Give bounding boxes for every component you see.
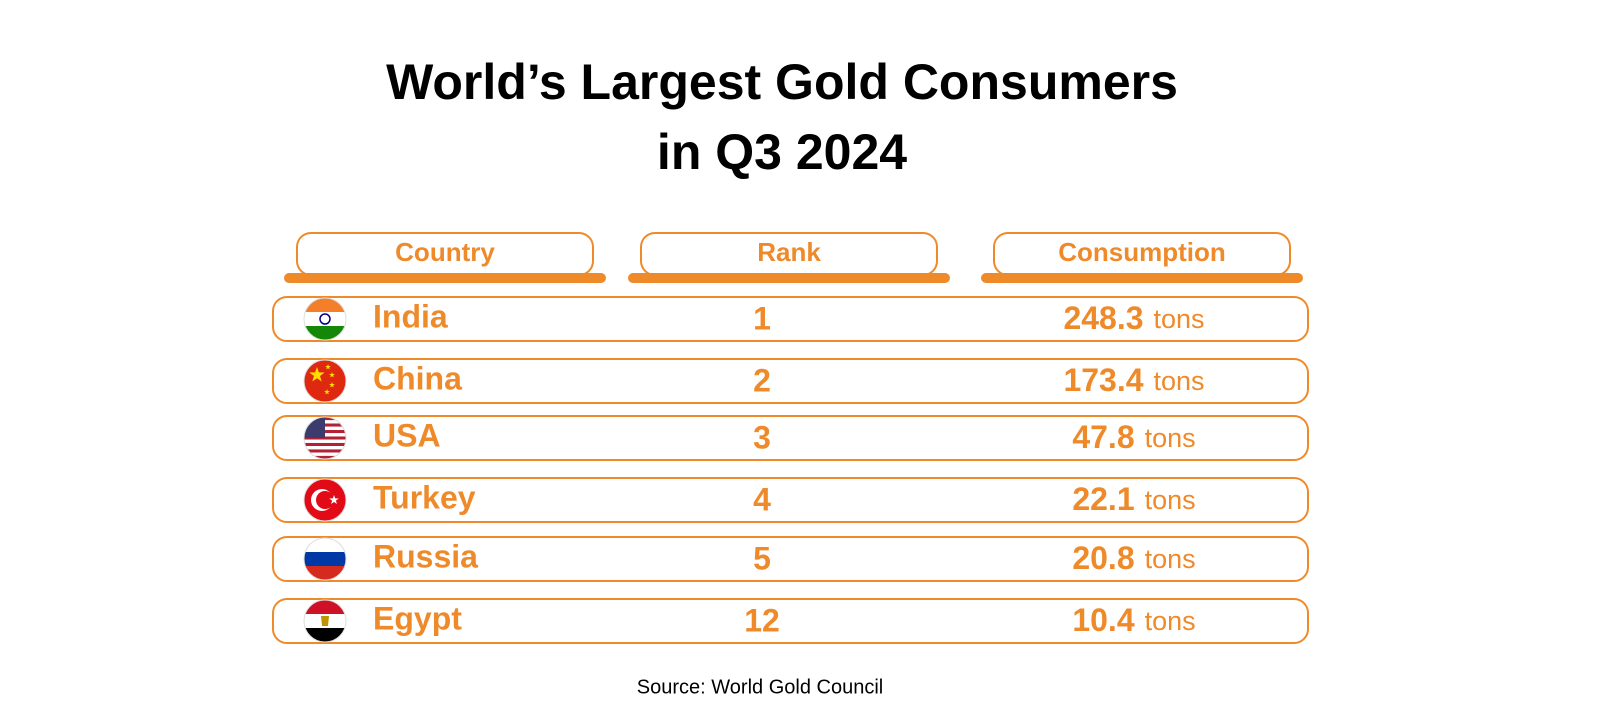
flag-icon — [304, 600, 346, 642]
flag — [304, 326, 346, 340]
row-box — [272, 598, 1309, 644]
flag — [329, 495, 339, 504]
consumption-value: 20.8 — [1072, 540, 1134, 576]
flag — [304, 628, 346, 642]
consumption-unit: tons — [1154, 304, 1205, 334]
consumption: 10.4 tons — [1072, 602, 1195, 638]
consumption-unit: tons — [1154, 366, 1205, 396]
flag — [329, 382, 335, 388]
flag-border — [303, 416, 347, 460]
source: Source: World Gold Council — [637, 676, 883, 698]
flag-icon — [304, 538, 346, 580]
flag — [304, 538, 346, 552]
rank: 3 — [753, 419, 771, 455]
consumption-value: 10.4 — [1072, 602, 1134, 638]
consumption: 248.3 tons — [1063, 300, 1204, 336]
flag — [304, 566, 346, 580]
flag — [329, 372, 335, 378]
flag — [304, 360, 346, 402]
header-label: Country — [395, 237, 495, 267]
flag — [309, 367, 325, 382]
consumption-unit: tons — [1145, 485, 1196, 515]
flag — [324, 389, 330, 395]
consumption: 20.8 tons — [1072, 540, 1195, 576]
header-label: Rank — [757, 237, 821, 267]
consumption-unit: tons — [1145, 423, 1196, 453]
flag-border — [303, 478, 347, 522]
consumption-unit: tons — [1145, 544, 1196, 574]
rank: 4 — [753, 481, 771, 517]
row-box — [272, 358, 1309, 404]
rank: 1 — [753, 300, 771, 336]
rank: 5 — [753, 540, 771, 576]
country: India — [373, 298, 448, 334]
flag — [321, 616, 329, 626]
consumption: 22.1 tons — [1072, 481, 1195, 517]
consumption: 47.8 tons — [1072, 419, 1195, 455]
flag-border — [303, 537, 347, 581]
flag — [304, 312, 346, 326]
flag — [304, 298, 346, 312]
title-line: World’s Largest Gold Consumers — [386, 54, 1178, 110]
header-label: Consumption — [1058, 237, 1226, 267]
country: Russia — [373, 538, 478, 574]
header-bar — [628, 273, 950, 283]
flag — [304, 552, 346, 566]
consumption-value: 47.8 — [1072, 419, 1134, 455]
header-bar — [284, 273, 606, 283]
country: China — [373, 360, 462, 396]
flag — [304, 452, 346, 456]
flag-border — [303, 359, 347, 403]
consumption-unit: tons — [1145, 606, 1196, 636]
flag — [304, 455, 346, 459]
country: Egypt — [373, 600, 462, 636]
flag — [304, 600, 346, 614]
flag-border — [303, 297, 347, 341]
country: Turkey — [373, 479, 476, 515]
flag — [325, 364, 331, 370]
flag-icon — [304, 298, 346, 340]
header-bar — [981, 273, 1303, 283]
flag-icon — [304, 360, 346, 402]
flag — [304, 442, 346, 447]
flag — [319, 313, 331, 325]
country: USA — [373, 417, 441, 453]
flag — [304, 446, 346, 450]
row-box — [272, 477, 1309, 523]
consumption-value: 248.3 — [1063, 300, 1143, 336]
row-box — [272, 296, 1309, 342]
rank: 2 — [753, 362, 771, 398]
flag-border — [303, 599, 347, 643]
row-box — [272, 536, 1309, 582]
flag — [304, 439, 346, 443]
consumption-value: 22.1 — [1072, 481, 1134, 517]
title-line: in Q3 2024 — [657, 124, 907, 180]
flag — [316, 491, 334, 509]
flag-icon — [304, 479, 346, 521]
flag — [304, 449, 346, 453]
row-box — [272, 415, 1309, 461]
consumption-value: 173.4 — [1063, 362, 1143, 398]
rank: 12 — [744, 602, 780, 638]
consumption: 173.4 tons — [1063, 362, 1204, 398]
